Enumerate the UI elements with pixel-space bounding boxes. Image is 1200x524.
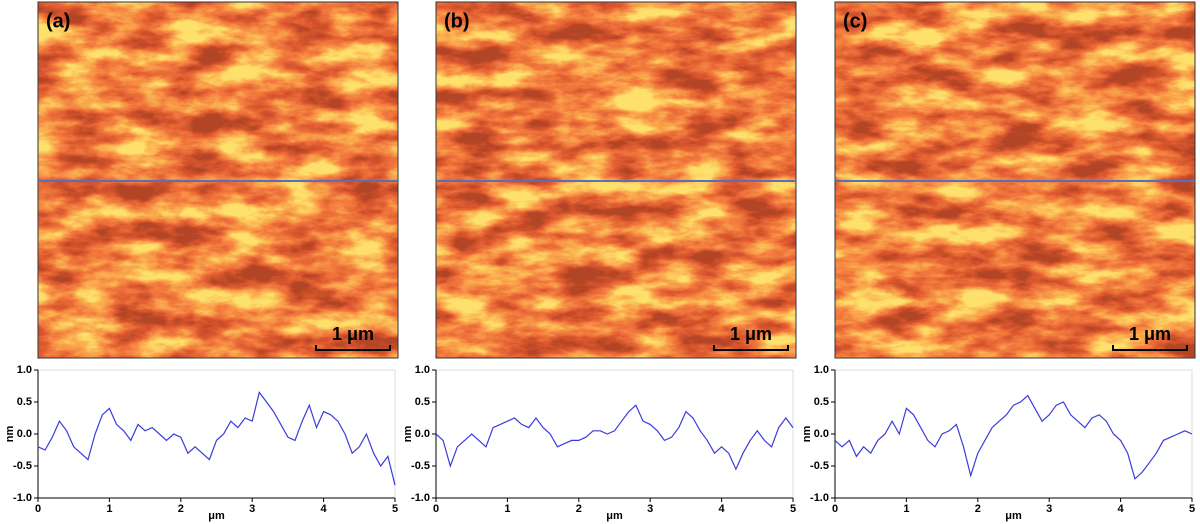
x-tick-label: 5 — [1189, 503, 1195, 515]
x-tick-label: 4 — [321, 503, 328, 515]
y-tick-label: 1.0 — [814, 364, 829, 376]
y-tick-label: 1.0 — [415, 364, 430, 376]
y-tick-label: -1.0 — [411, 492, 430, 504]
x-tick-label: 0 — [35, 503, 41, 515]
plot-frame — [834, 369, 1193, 499]
y-tick-label: 0.0 — [17, 428, 32, 440]
x-tick-label: 1 — [504, 503, 510, 515]
y-tick-label: -1.0 — [810, 492, 829, 504]
x-tick-label: 2 — [576, 503, 582, 515]
panel-label: (c) — [843, 10, 867, 32]
x-axis-label: μm — [208, 510, 225, 522]
y-tick-label: 0.5 — [814, 396, 829, 408]
x-axis-label: μm — [606, 510, 623, 522]
scale-bar-label: 1 μm — [332, 324, 374, 344]
profile-line — [435, 404, 794, 471]
y-tick-label: -0.5 — [810, 460, 829, 472]
scale-bar-label: 1 μm — [1129, 324, 1171, 344]
x-tick-label: 3 — [249, 503, 255, 515]
y-tick-label: 0.0 — [814, 428, 829, 440]
x-tick-label: 2 — [178, 503, 184, 515]
x-tick-label: 5 — [392, 503, 398, 515]
panel-label: (b) — [444, 10, 470, 32]
y-tick-label: -1.0 — [13, 492, 32, 504]
plot-frame — [37, 369, 396, 499]
y-tick-label: 0.0 — [415, 428, 430, 440]
panel-label: (a) — [46, 10, 70, 32]
x-tick-label: 3 — [1046, 503, 1052, 515]
profile-line — [834, 394, 1193, 480]
x-tick-label: 0 — [433, 503, 439, 515]
x-tick-label: 3 — [647, 503, 653, 515]
x-tick-label: 2 — [975, 503, 981, 515]
plot-frame — [435, 369, 794, 499]
y-tick-label: 1.0 — [17, 364, 32, 376]
x-tick-label: 5 — [790, 503, 796, 515]
x-tick-label: 1 — [903, 503, 909, 515]
x-tick-label: 4 — [1118, 503, 1125, 515]
x-axis-label: μm — [1005, 510, 1022, 522]
scale-bar-label: 1 μm — [730, 324, 772, 344]
x-tick-label: 4 — [719, 503, 726, 515]
y-tick-label: -0.5 — [411, 460, 430, 472]
profile-line — [37, 391, 396, 486]
x-tick-label: 0 — [832, 503, 838, 515]
y-axis-label: nm — [801, 426, 813, 443]
y-axis-label: nm — [4, 426, 16, 443]
x-tick-label: 1 — [106, 503, 112, 515]
y-axis-label: nm — [402, 426, 414, 443]
y-tick-label: 0.5 — [415, 396, 430, 408]
y-tick-label: 0.5 — [17, 396, 32, 408]
y-tick-label: -0.5 — [13, 460, 32, 472]
